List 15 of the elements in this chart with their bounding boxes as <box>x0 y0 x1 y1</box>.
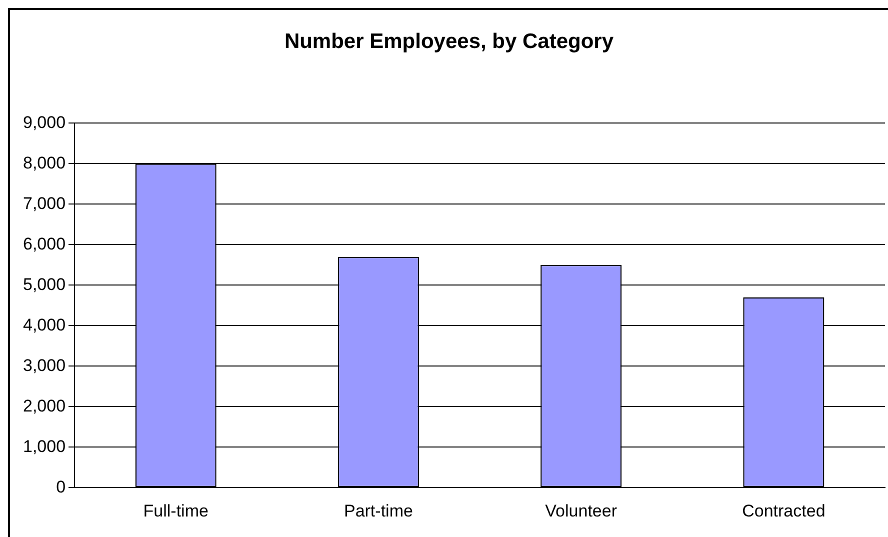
y-tick-label: 8,000 <box>22 153 66 172</box>
y-tick-label: 3,000 <box>22 356 66 375</box>
x-tick-label: Full-time <box>143 501 208 520</box>
y-tick-label: 1,000 <box>22 436 66 456</box>
y-tick-label: 2,000 <box>22 396 66 416</box>
x-tick-label: Volunteer <box>545 501 618 520</box>
y-tick-label: 6,000 <box>22 234 66 254</box>
x-tick-label: Contracted <box>742 501 826 520</box>
y-tick-label: 4,000 <box>22 315 66 334</box>
x-tick-label: Part-time <box>344 501 413 520</box>
y-tick-label: 7,000 <box>22 194 66 213</box>
y-tick-label: 5,000 <box>22 274 66 294</box>
chart-title: Number Employees, by Category <box>283 30 615 54</box>
y-tick-label: 9,000 <box>22 112 66 132</box>
y-tick-label: 0 <box>56 477 66 496</box>
